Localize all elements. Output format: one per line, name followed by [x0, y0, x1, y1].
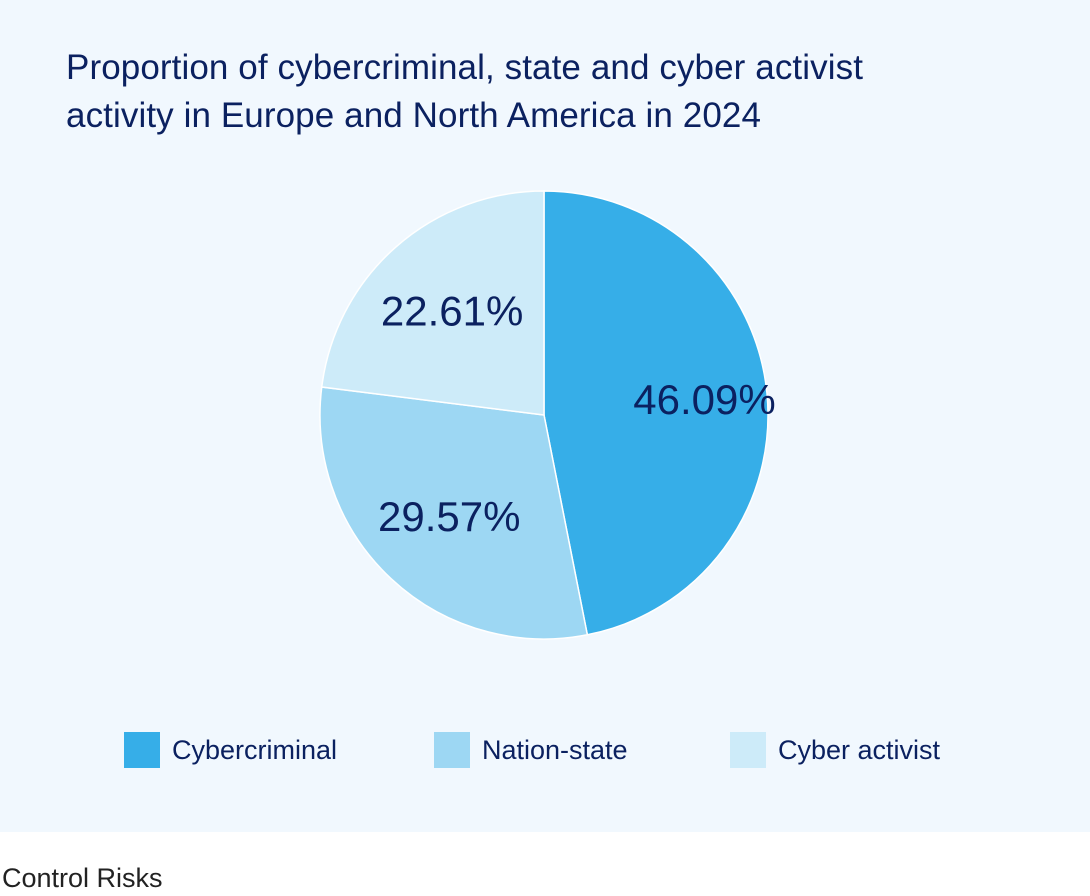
source-credit: Control Risks	[2, 863, 163, 893]
pie-slice-cybercriminal	[543, 190, 769, 636]
legend-swatch-nation-state	[434, 732, 470, 768]
pie-label-cybercriminal: 46.09%	[633, 376, 775, 423]
legend-label-cyber-activist: Cyber activist	[778, 735, 941, 765]
legend-label-nation-state: Nation-state	[482, 735, 628, 765]
legend-swatch-cybercriminal	[124, 732, 160, 768]
pie-slice-cyber-activist	[320, 190, 545, 416]
chart-card: Proportion of cybercriminal, state and c…	[0, 0, 1090, 832]
legend-swatch-cyber-activist	[730, 732, 766, 768]
pie-chart: 46.09% 29.57% 22.61%	[319, 190, 776, 640]
pie-slice-nation-state	[319, 386, 589, 640]
pie-label-nation-state: 29.57%	[378, 493, 520, 540]
legend-label-cybercriminal: Cybercriminal	[172, 735, 338, 765]
chart-title: Proportion of cybercriminal, state and c…	[66, 48, 864, 135]
pie-label-cyber-activist: 22.61%	[381, 287, 523, 334]
